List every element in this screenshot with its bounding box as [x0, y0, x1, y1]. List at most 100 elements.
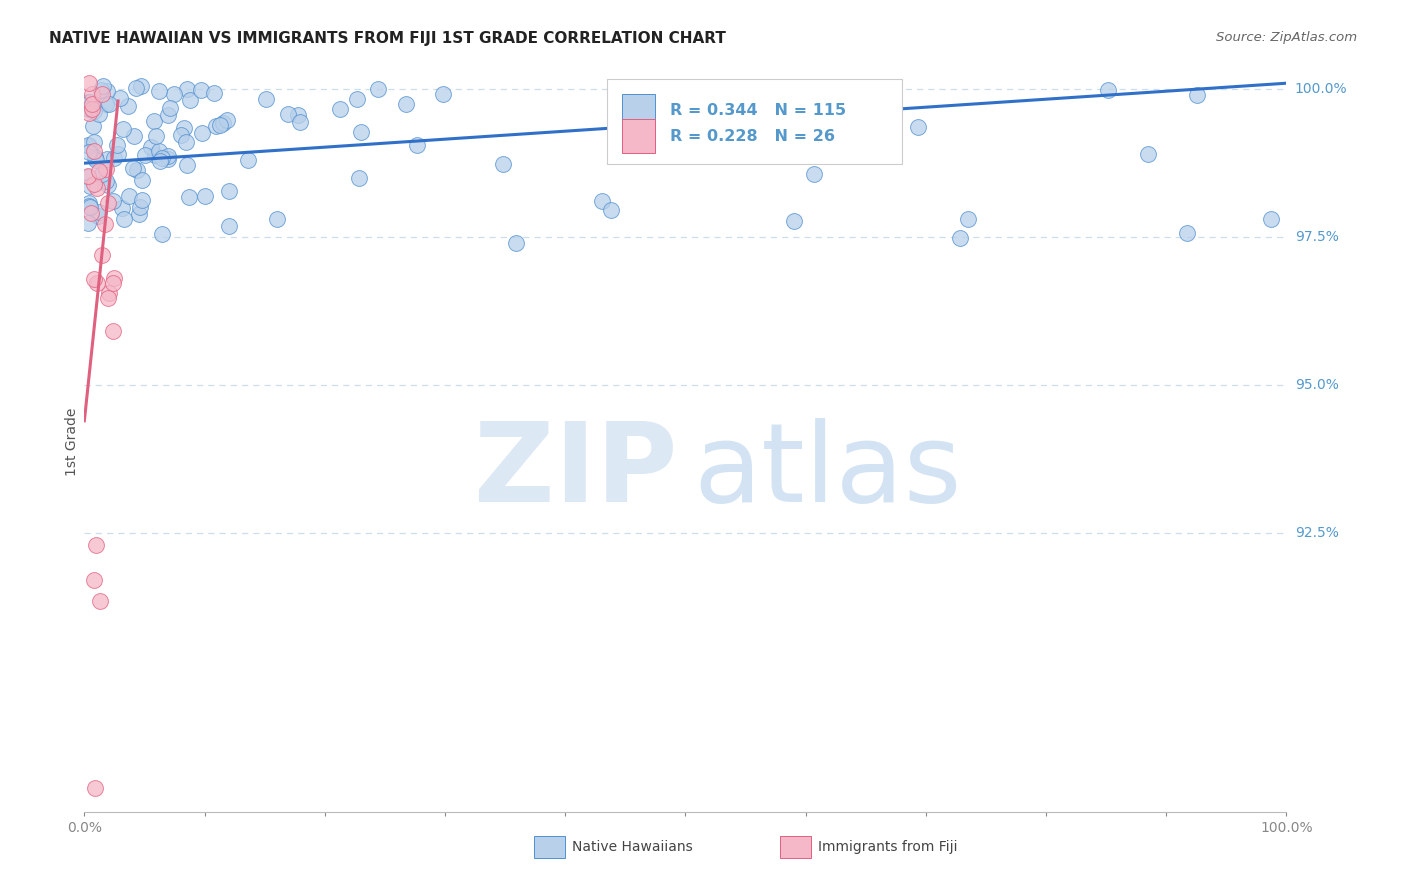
Point [101, 194, 124, 208]
Point [783, 214, 806, 228]
Point [84, 150, 107, 164]
Point [91, 79, 114, 94]
Text: Source: ZipAtlas.com: Source: ZipAtlas.com [1216, 31, 1357, 45]
Point [128, 200, 150, 214]
Point [157, 153, 180, 167]
Point [179, 190, 201, 204]
Point [1177, 226, 1199, 240]
Point [803, 167, 825, 181]
Point [156, 148, 179, 162]
Point [810, 100, 832, 114]
Point [128, 206, 150, 220]
Text: 95.0%: 95.0% [1295, 378, 1339, 392]
Point [346, 92, 368, 106]
Point [96, 97, 118, 112]
Point [749, 102, 772, 116]
Point [143, 114, 166, 128]
Point [218, 184, 240, 198]
Point [96, 162, 118, 177]
Point [209, 118, 232, 132]
Point [202, 86, 225, 100]
Point [117, 99, 139, 113]
Point [215, 113, 238, 128]
Point [87, 209, 110, 223]
Text: atlas: atlas [693, 417, 962, 524]
Point [84, 780, 107, 795]
Point [118, 189, 141, 203]
Point [97, 178, 120, 193]
Point [82, 97, 104, 112]
Point [122, 161, 145, 176]
Point [194, 189, 217, 203]
Point [82, 119, 104, 133]
Point [84, 153, 107, 167]
Point [218, 219, 240, 233]
Point [174, 136, 197, 150]
Point [367, 82, 389, 96]
Point [77, 76, 100, 90]
Point [80, 206, 103, 220]
Point [149, 153, 172, 168]
Point [124, 129, 146, 144]
Point [101, 276, 124, 290]
Text: NATIVE HAWAIIAN VS IMMIGRANTS FROM FIJI 1ST GRADE CORRELATION CHART: NATIVE HAWAIIAN VS IMMIGRANTS FROM FIJI … [49, 31, 725, 46]
Point [134, 148, 156, 162]
Point [86, 276, 108, 290]
Point [1260, 212, 1282, 227]
Point [290, 114, 312, 128]
Point [148, 145, 170, 159]
Point [157, 108, 180, 122]
Text: 97.5%: 97.5% [1295, 230, 1339, 244]
Text: Immigrants from Fiji: Immigrants from Fiji [818, 840, 957, 855]
Point [190, 83, 212, 97]
Point [349, 170, 371, 185]
Point [82, 87, 104, 102]
Point [277, 106, 299, 120]
Point [77, 101, 100, 115]
Point [77, 95, 100, 110]
Point [83, 144, 105, 158]
Point [111, 201, 134, 215]
Point [86, 181, 108, 195]
Point [98, 285, 121, 300]
Point [254, 93, 277, 107]
FancyBboxPatch shape [607, 78, 901, 164]
Point [91, 167, 114, 181]
Point [125, 81, 148, 95]
Text: ZIP: ZIP [474, 417, 678, 524]
Point [807, 137, 830, 152]
Point [159, 102, 181, 116]
Point [329, 102, 352, 116]
Point [97, 196, 120, 211]
Point [350, 125, 373, 139]
Point [143, 148, 166, 162]
Point [108, 91, 131, 105]
Point [87, 107, 110, 121]
Point [205, 119, 228, 133]
Point [86, 538, 108, 552]
Point [76, 169, 98, 183]
Point [79, 178, 101, 193]
Point [105, 137, 128, 152]
Text: Native Hawaiians: Native Hawaiians [572, 840, 693, 855]
Point [77, 103, 100, 117]
Point [738, 121, 761, 136]
Point [97, 97, 120, 112]
Bar [621, 120, 655, 153]
Point [91, 247, 114, 261]
Point [141, 140, 163, 154]
Point [505, 235, 527, 250]
Text: R = 0.228   N = 26: R = 0.228 N = 26 [669, 128, 835, 144]
Point [405, 138, 427, 153]
Point [1136, 147, 1159, 161]
Point [148, 84, 170, 98]
Point [91, 87, 114, 102]
Point [80, 103, 103, 117]
Point [77, 145, 100, 159]
Point [179, 93, 201, 107]
Point [152, 151, 174, 165]
Text: 92.5%: 92.5% [1295, 526, 1339, 541]
Point [152, 227, 174, 242]
Bar [621, 94, 655, 127]
Point [79, 200, 101, 214]
